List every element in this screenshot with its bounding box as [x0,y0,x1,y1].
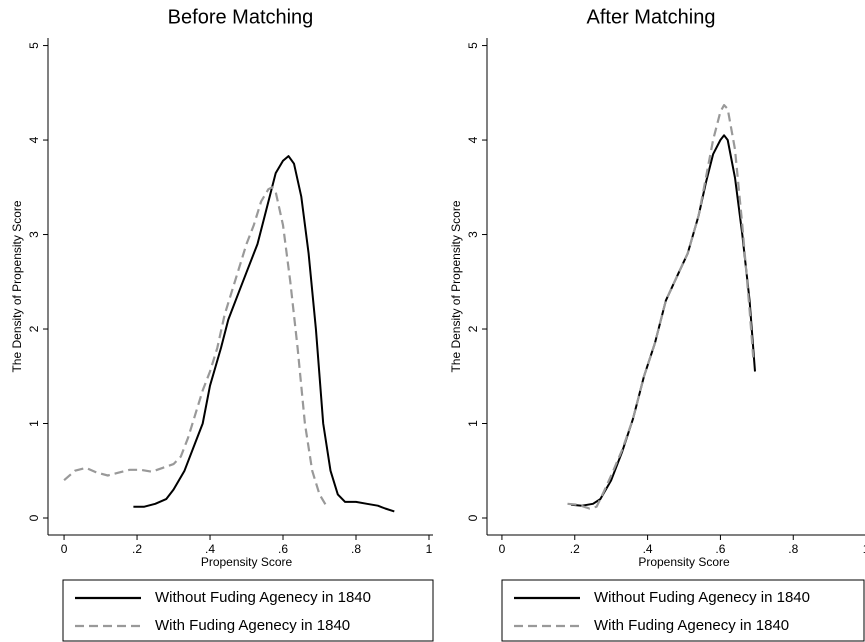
y-tick-label: 0 [466,514,480,521]
x-tick-label: .2 [570,542,580,556]
legend-label: Without Fuding Agenecy in 1840 [155,589,371,606]
y-tick-label: 2 [27,325,41,332]
legend-label: Without Fuding Agenecy in 1840 [594,589,810,606]
y-tick-label: 5 [27,42,41,49]
x-axis-title: Propensity Score [201,555,293,569]
x-tick-label: 1 [426,542,433,556]
y-tick-label: 3 [27,231,41,238]
x-tick-label: .8 [351,542,361,556]
chart-title: Before Matching [168,6,314,28]
x-tick-label: 1 [863,542,865,556]
y-tick-label: 0 [27,514,41,521]
legend-label: With Fuding Agenecy in 1840 [594,617,789,634]
y-tick-label: 3 [466,231,480,238]
x-tick-label: 0 [61,542,68,556]
y-tick-label: 2 [466,325,480,332]
line-series [133,155,395,513]
legend-box [62,579,434,642]
x-axis-title: Propensity Score [638,555,730,569]
y-tick-label: 5 [466,42,480,49]
y-axis-title: The Density of Propensity Score [10,200,24,372]
legend-box [501,579,865,642]
y-tick-label: 4 [27,136,41,143]
x-tick-label: .6 [715,542,725,556]
y-axis-title: The Density of Propensity Score [449,200,463,372]
y-tick-label: 4 [466,136,480,143]
x-tick-label: 0 [499,542,506,556]
x-tick-label: .6 [278,542,288,556]
x-tick-label: .4 [205,542,215,556]
y-tick-label: 1 [27,420,41,427]
line-series [63,186,328,508]
x-tick-label: .4 [643,542,653,556]
line-series [571,134,756,507]
chart-title: After Matching [587,6,716,28]
legend-label: With Fuding Agenecy in 1840 [155,617,350,634]
x-tick-label: .8 [788,542,798,556]
y-tick-label: 1 [466,420,480,427]
x-tick-label: .2 [132,542,142,556]
line-series [567,104,755,510]
